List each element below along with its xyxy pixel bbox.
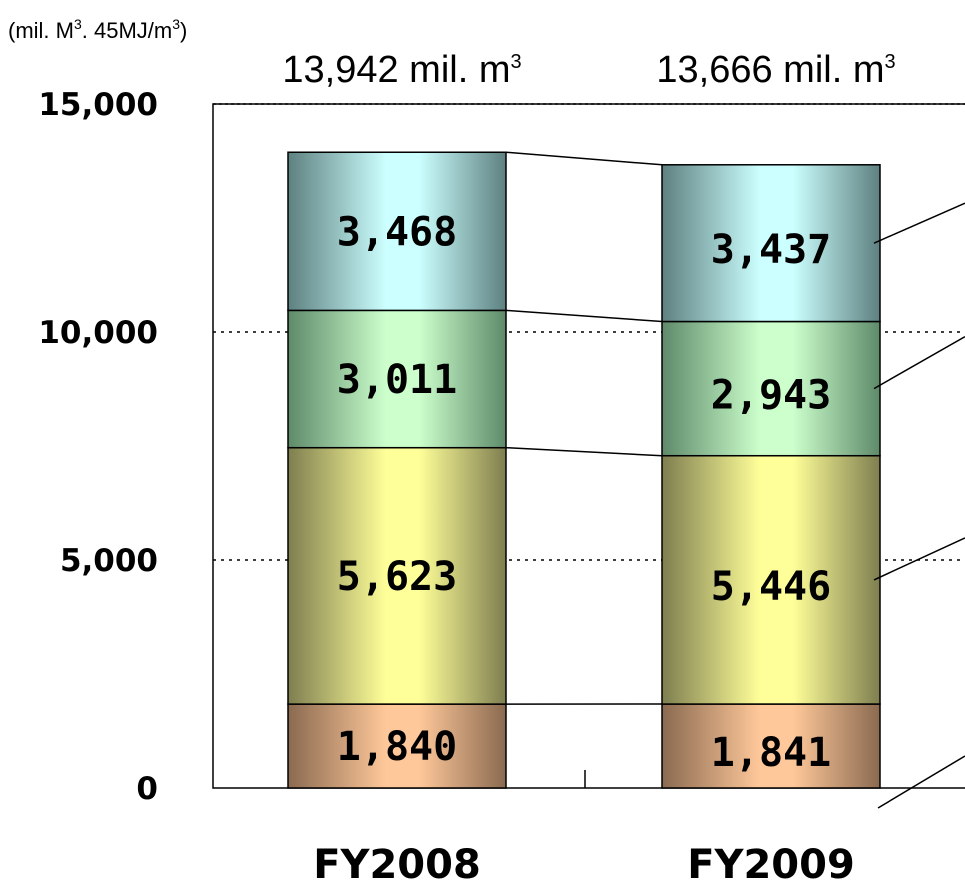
data-label: 3,011: [337, 357, 457, 403]
data-label: 5,446: [711, 564, 831, 610]
legend-callout-line: [877, 755, 965, 809]
y-tick-label: 0: [136, 771, 158, 807]
connector-line: [505, 446, 663, 457]
data-label: 1,840: [337, 724, 457, 770]
bar-totals: 13,942 mil. m3 13,666 mil. m3: [282, 49, 895, 91]
connector-lines: [505, 151, 663, 705]
legend-callout-line: [873, 202, 965, 244]
data-label: 1,841: [711, 730, 831, 776]
data-label: 5,623: [337, 554, 457, 600]
y-tick-label: 10,000: [38, 315, 158, 351]
bar-segment: [661, 454, 881, 705]
data-label: 2,943: [711, 373, 831, 419]
segment-labels: 1,840 5,623 3,011 3,468 1,841 5,446 2,943 3,437: [337, 209, 831, 776]
y-tick-label: 5,000: [60, 543, 158, 579]
x-category-label: FY2009: [687, 842, 855, 888]
x-category-label: FY2008: [313, 842, 481, 888]
total-label: 13,942 mil. m3: [282, 49, 521, 91]
bar-segment: [287, 703, 507, 789]
data-label: 3,437: [711, 227, 831, 273]
y-tick-label: 15,000: [38, 87, 158, 123]
x-axis-categories: FY2008 FY2009: [313, 842, 855, 888]
bar-segment: [661, 320, 881, 457]
bar-segment: [287, 151, 507, 312]
y-unit-label: (mil. M3. 45MJ/m3): [8, 16, 187, 43]
y-axis-ticks: 0 5,000 10,000 15,000: [38, 87, 158, 807]
bar-segment: [661, 164, 881, 323]
connector-line: [505, 309, 663, 323]
data-label: 3,468: [337, 209, 457, 255]
bars: [287, 151, 881, 789]
legend-callout-line: [873, 335, 965, 390]
legend-callouts: [873, 202, 965, 809]
total-label: 13,666 mil. m3: [656, 49, 895, 91]
connector-line: [505, 151, 663, 166]
legend-callout-line: [873, 537, 965, 581]
